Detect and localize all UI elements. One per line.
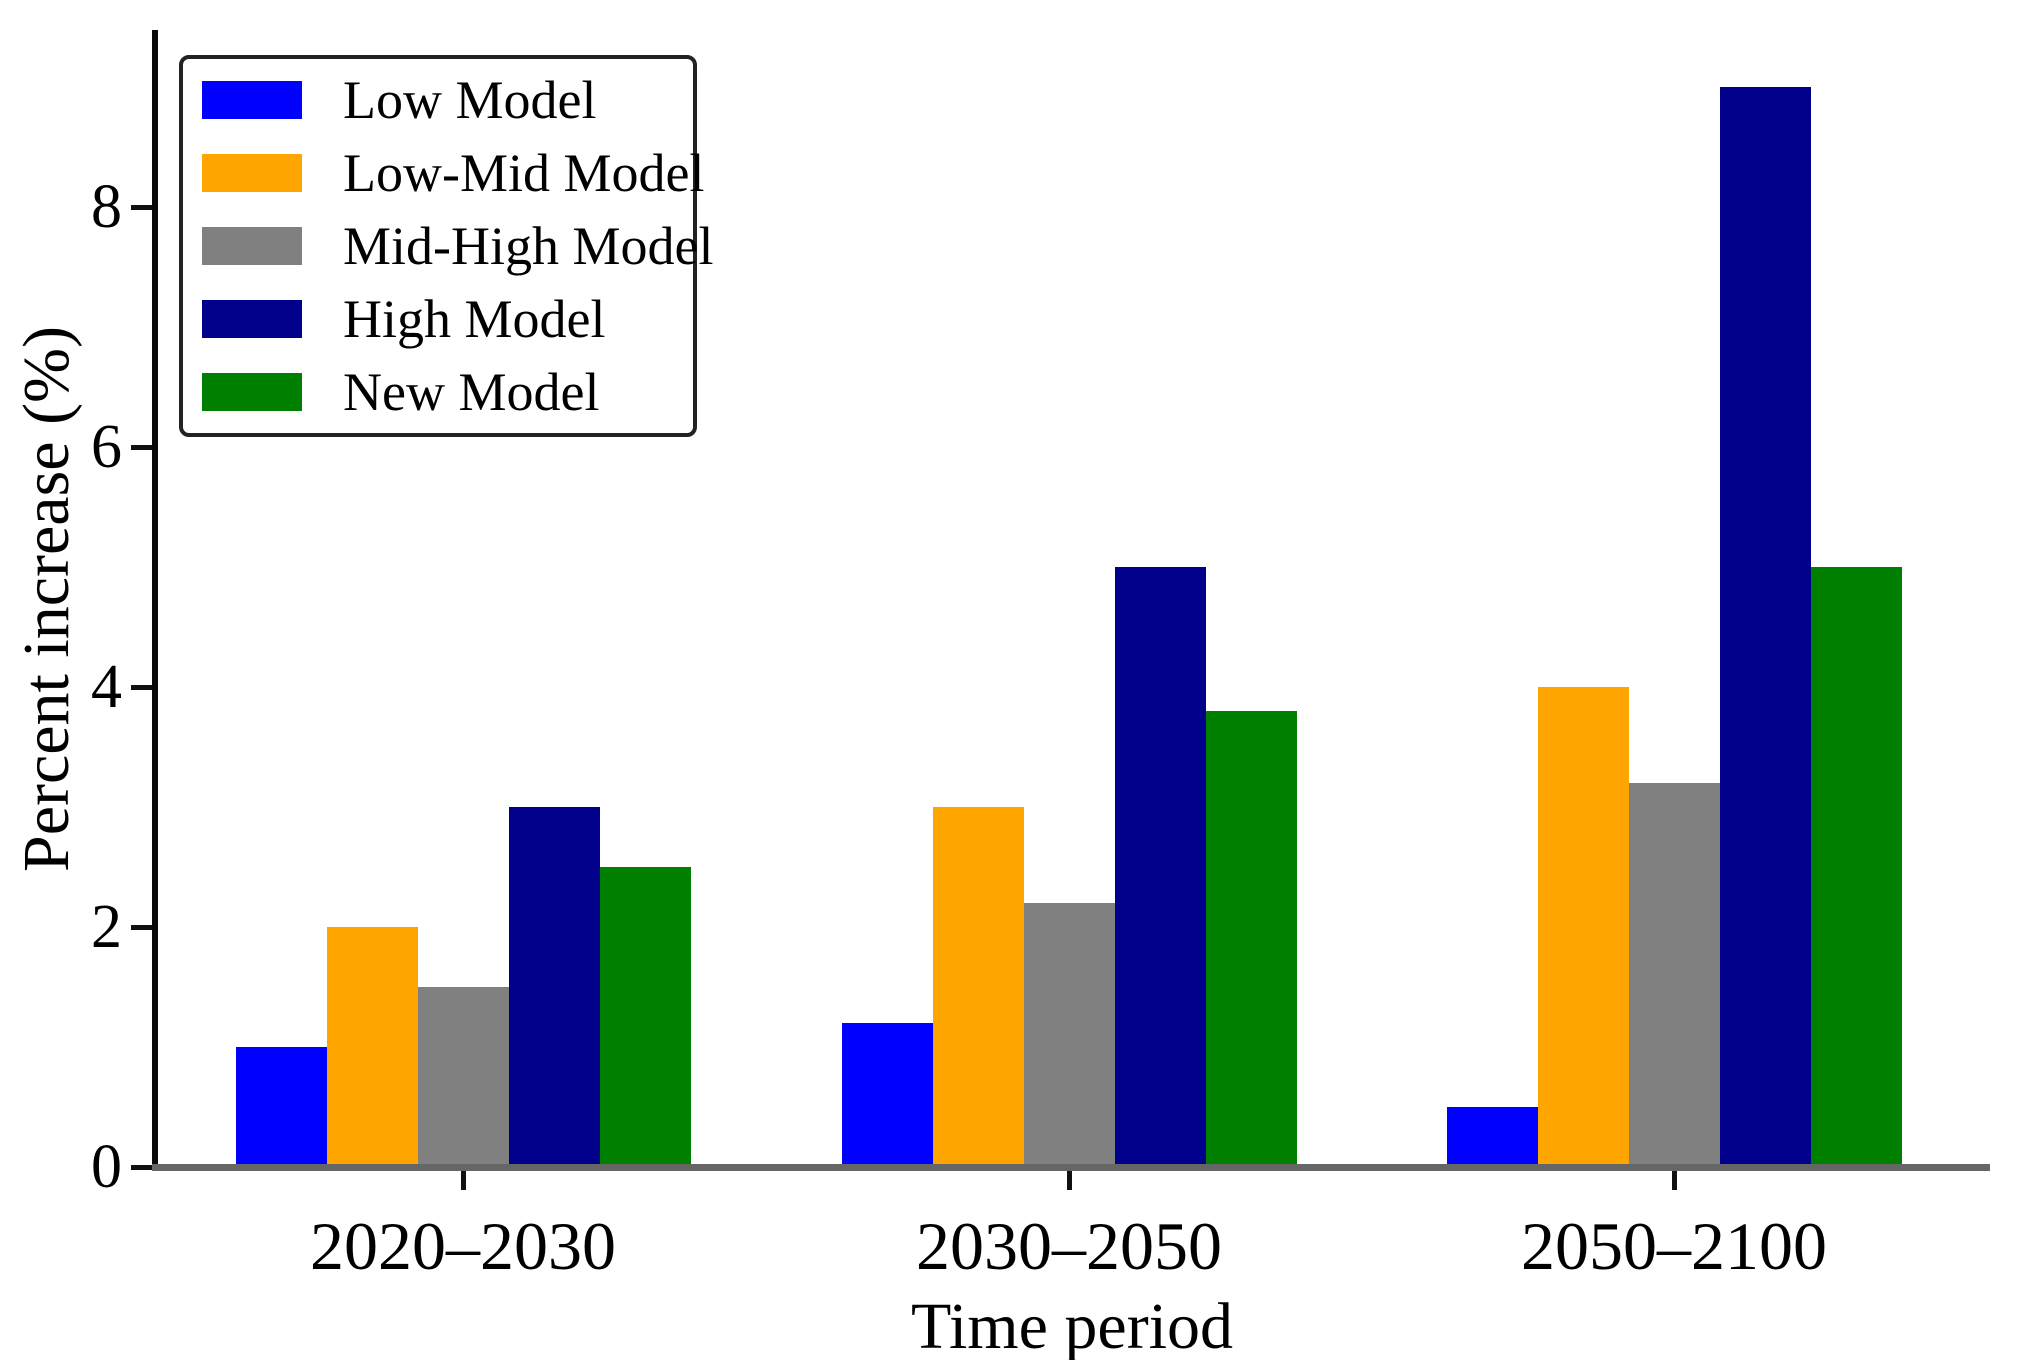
legend-item-mid-high-model: Mid-High Model [183, 210, 714, 282]
legend-label-mid-high-model: Mid-High Model [343, 215, 714, 276]
y-tick-mark-0 [131, 1165, 152, 1170]
bar-mid-high-model-2050-2100 [1628, 783, 1720, 1167]
bar-mid-high-model-2020-2030 [417, 987, 509, 1167]
legend-label-low-mid-model: Low-Mid Model [343, 142, 705, 203]
x-tick-mark-2030-2050 [1067, 1171, 1072, 1190]
x-tick-label-2050-2100: 2050–2100 [1521, 1208, 1827, 1284]
bar-low-model-2020-2030 [235, 1047, 327, 1167]
x-axis-line [152, 1164, 1990, 1171]
x-tick-mark-2050-2100 [1672, 1171, 1677, 1190]
bar-new-model-2030-2050 [1205, 711, 1297, 1167]
legend-label-new-model: New Model [343, 362, 600, 423]
bar-low-model-2030-2050 [841, 1023, 933, 1167]
y-tick-mark-4 [131, 685, 152, 690]
bar-low-mid-model-2050-2100 [1537, 687, 1629, 1167]
legend: Low Model Low-Mid Model Mid-High Model High… [179, 55, 714, 437]
bar-high-model-2030-2050 [1114, 567, 1206, 1167]
y-axis-title: Percent increase (%) [10, 325, 83, 873]
legend-swatch-high-model [202, 300, 302, 339]
x-tick-label-2020-2030: 2020–2030 [310, 1208, 616, 1284]
y-tick-label-2: 2 [91, 893, 122, 961]
y-tick-label-4: 4 [91, 653, 122, 721]
x-tick-label-2030-2050: 2030–2050 [916, 1208, 1222, 1284]
y-tick-mark-8 [131, 205, 152, 210]
bar-mid-high-model-2030-2050 [1023, 903, 1115, 1167]
y-axis-line [152, 30, 158, 1170]
bar-low-mid-model-2030-2050 [932, 807, 1024, 1167]
bar-new-model-2020-2030 [599, 867, 691, 1167]
legend-label-low-model: Low Model [343, 69, 597, 130]
bar-high-model-2050-2100 [1719, 87, 1811, 1167]
y-tick-label-6: 6 [91, 413, 122, 481]
y-tick-label-8: 8 [91, 173, 122, 241]
bar-low-mid-model-2020-2030 [326, 927, 418, 1167]
y-tick-mark-6 [131, 445, 152, 450]
bar-high-model-2020-2030 [508, 807, 600, 1167]
y-tick-mark-2 [131, 925, 152, 930]
legend-item-high-model: High Model [183, 283, 693, 355]
x-tick-mark-2020-2030 [461, 1171, 466, 1190]
y-tick-label-0: 0 [91, 1133, 122, 1201]
legend-swatch-mid-high-model [202, 226, 302, 265]
legend-item-low-model: Low Model [183, 64, 693, 136]
legend-item-new-model: New Model [183, 356, 693, 428]
x-axis-title: Time period [910, 1290, 1234, 1360]
bar-low-model-2050-2100 [1446, 1107, 1538, 1167]
legend-swatch-new-model [202, 373, 302, 412]
bar-new-model-2050-2100 [1810, 567, 1902, 1167]
legend-item-low-mid-model: Low-Mid Model [183, 137, 704, 209]
legend-swatch-low-mid-model [202, 153, 302, 192]
legend-swatch-low-model [202, 80, 302, 119]
legend-label-high-model: High Model [343, 289, 606, 350]
